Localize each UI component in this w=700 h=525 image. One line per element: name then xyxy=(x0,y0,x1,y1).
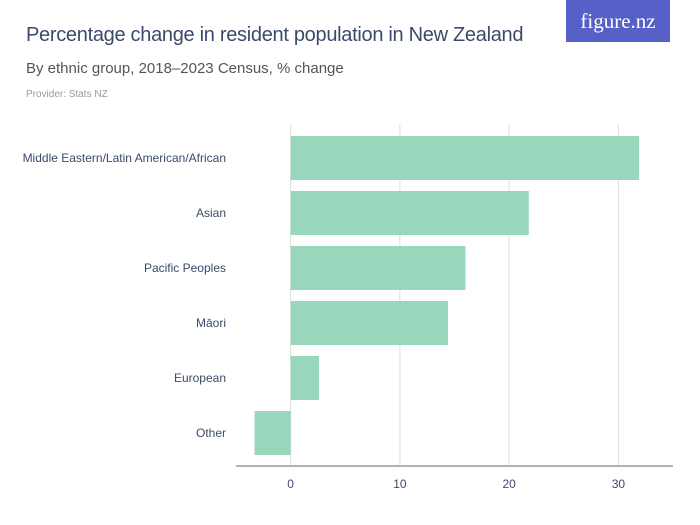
category-label: Other xyxy=(196,426,226,440)
chart-subtitle: By ethnic group, 2018–2023 Census, % cha… xyxy=(26,60,344,77)
category-label: Middle Eastern/Latin American/African xyxy=(23,151,226,165)
x-tick-label: 10 xyxy=(393,477,407,491)
x-tick-label: 30 xyxy=(612,477,626,491)
bar xyxy=(254,411,291,455)
category-label: Pacific Peoples xyxy=(144,261,226,275)
category-label: European xyxy=(174,371,226,385)
figure-nz-logo[interactable]: figure.nz xyxy=(566,0,670,42)
category-label: Māori xyxy=(196,316,226,330)
x-tick-label: 20 xyxy=(502,477,516,491)
bar xyxy=(290,356,320,400)
bar xyxy=(290,136,640,180)
bar xyxy=(290,191,529,235)
category-label: Asian xyxy=(196,206,226,220)
bar xyxy=(290,246,466,290)
provider-label: Provider: Stats NZ xyxy=(26,89,108,100)
bar xyxy=(290,301,448,345)
chart-title: Percentage change in resident population… xyxy=(26,24,524,46)
x-tick-label: 0 xyxy=(287,477,294,491)
